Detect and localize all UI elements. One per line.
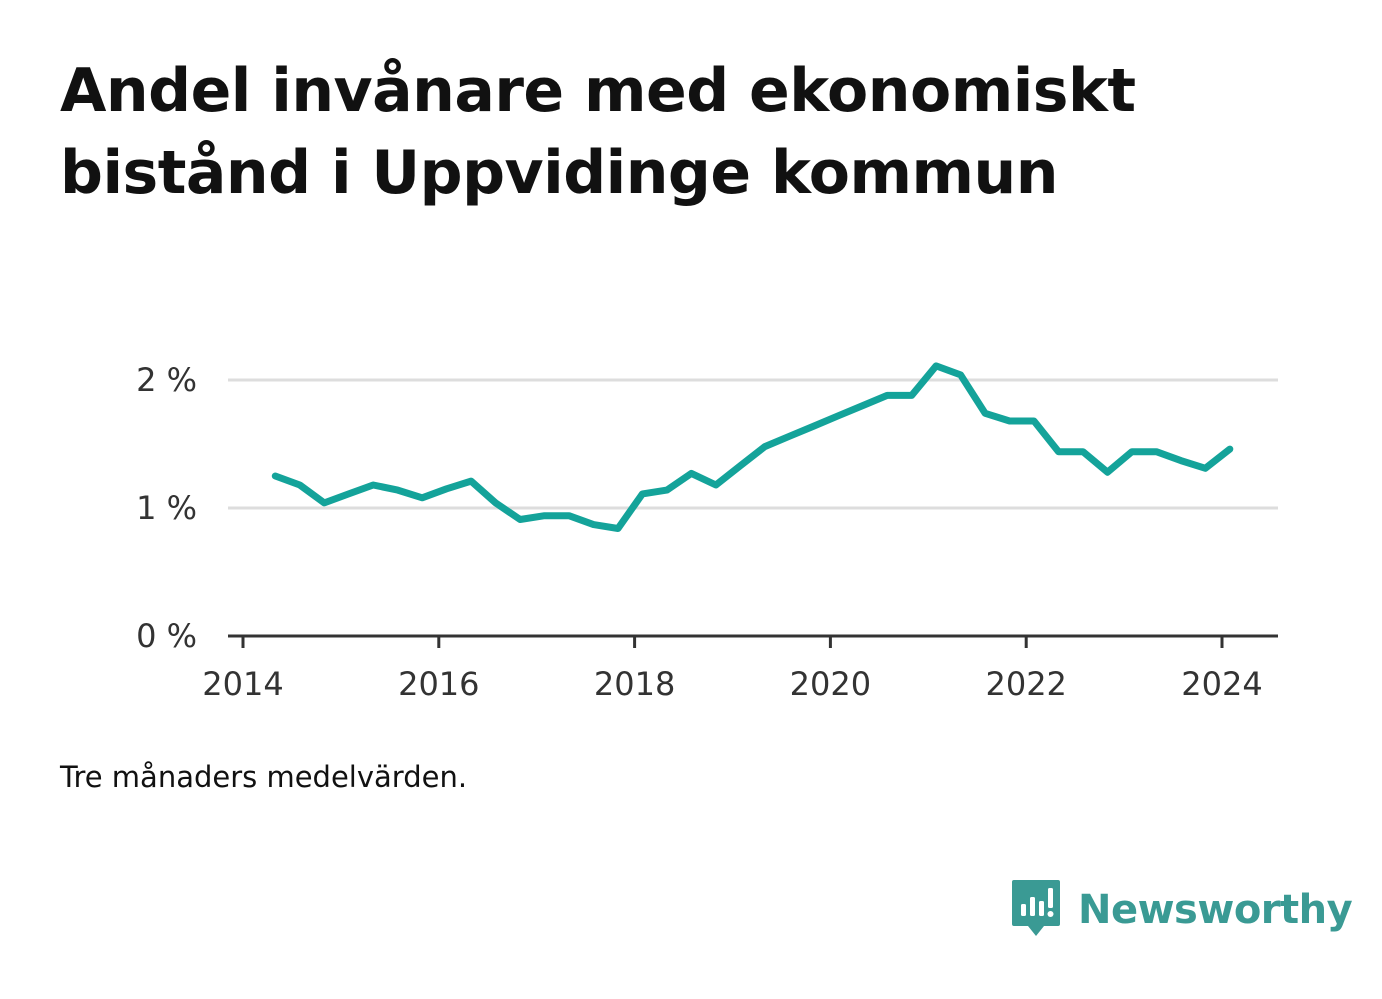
data-series bbox=[271, 362, 1234, 532]
x-tick-label: 2018 bbox=[594, 665, 675, 703]
grid-lines bbox=[228, 378, 1278, 510]
x-tick-label: 2016 bbox=[398, 665, 479, 703]
x-tick-label: 2020 bbox=[790, 665, 871, 703]
x-tick-label: 2024 bbox=[1181, 665, 1262, 703]
x-tick-label: 2022 bbox=[985, 665, 1066, 703]
chart-title: Andel invånare med ekonomiskt bistånd i … bbox=[60, 56, 1136, 208]
y-tick-label: 1 % bbox=[136, 489, 197, 527]
x-axis: 2014 2016 2018 2020 2022 2024 bbox=[202, 634, 1278, 703]
series-line bbox=[271, 362, 1234, 532]
y-tick-label: 0 % bbox=[136, 617, 197, 655]
footnote: Tre månaders medelvärden. bbox=[60, 760, 468, 794]
brand-logo: Newsworthy bbox=[1010, 878, 1353, 942]
brand-name: Newsworthy bbox=[1078, 887, 1353, 933]
x-tick-label: 2014 bbox=[202, 665, 283, 703]
newsworthy-logo-icon bbox=[1010, 878, 1062, 942]
y-axis: 0 % 1 % 2 % bbox=[136, 361, 197, 655]
y-tick-label: 2 % bbox=[136, 361, 197, 399]
